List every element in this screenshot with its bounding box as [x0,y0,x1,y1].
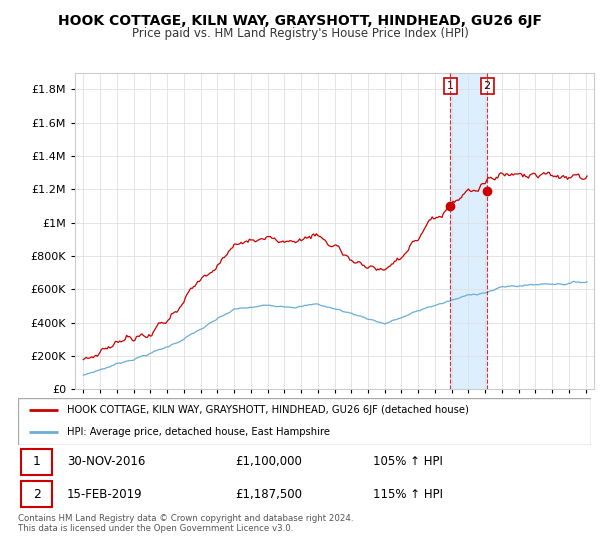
Text: 105% ↑ HPI: 105% ↑ HPI [373,455,443,468]
Text: £1,100,000: £1,100,000 [236,455,302,468]
Text: HOOK COTTAGE, KILN WAY, GRAYSHOTT, HINDHEAD, GU26 6JF: HOOK COTTAGE, KILN WAY, GRAYSHOTT, HINDH… [58,14,542,28]
Bar [21,449,52,475]
Text: 2: 2 [32,488,41,501]
Bar [451,73,487,389]
Text: £1,187,500: £1,187,500 [236,488,303,501]
Text: Contains HM Land Registry data © Crown copyright and database right 2024.
This d: Contains HM Land Registry data © Crown c… [18,514,353,534]
Bar [21,481,52,507]
Text: 15-FEB-2019: 15-FEB-2019 [67,488,142,501]
Text: 30-NOV-2016: 30-NOV-2016 [67,455,145,468]
Text: HOOK COTTAGE, KILN WAY, GRAYSHOTT, HINDHEAD, GU26 6JF (detached house): HOOK COTTAGE, KILN WAY, GRAYSHOTT, HINDH… [67,405,469,416]
Text: 1: 1 [32,455,41,468]
Text: 2: 2 [484,81,491,91]
Text: Price paid vs. HM Land Registry's House Price Index (HPI): Price paid vs. HM Land Registry's House … [131,27,469,40]
Text: HPI: Average price, detached house, East Hampshire: HPI: Average price, detached house, East… [67,427,330,437]
Text: 1: 1 [447,81,454,91]
Text: 115% ↑ HPI: 115% ↑ HPI [373,488,443,501]
